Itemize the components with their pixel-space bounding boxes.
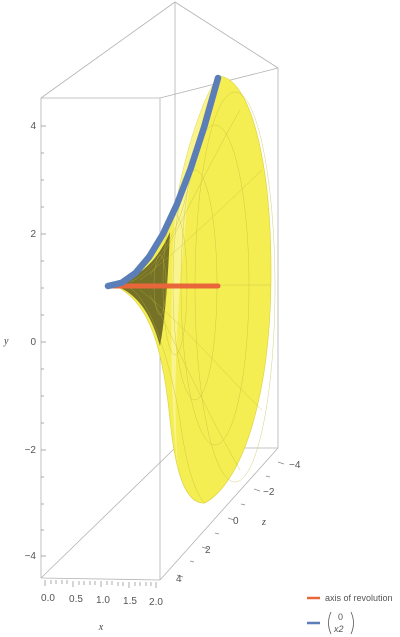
x-tick-label: 0.0	[41, 593, 55, 604]
y-axis-label: y	[3, 336, 9, 347]
y-tick-label: −2	[25, 445, 37, 456]
z-tick-label: 4	[176, 574, 182, 585]
y-tick-label: −4	[25, 551, 37, 562]
legend-label-curve: 0 x2	[328, 611, 354, 635]
z-tick-label: −4	[289, 460, 301, 471]
z-tick-label: 2	[205, 545, 211, 556]
z-axis-label: z	[261, 517, 266, 528]
parabola-curve	[104, 74, 222, 290]
z-tick-label: −2	[263, 487, 275, 498]
x-tick-label: 2.0	[149, 597, 163, 608]
legend-vector-bottom: x2	[333, 624, 344, 634]
legend-label-axis: axis of revolution	[325, 593, 393, 603]
x-tick-label: 0.5	[69, 594, 83, 605]
x-axis: 0.0 0.5 1.0 1.5 2.0 x	[41, 580, 163, 633]
y-tick-label: 0	[30, 337, 36, 348]
y-tick-label: 2	[30, 229, 36, 240]
z-axis: −4 −2 0 2 4 z	[176, 460, 301, 585]
z-tick-label: 0	[233, 516, 239, 527]
revolution-surface	[112, 75, 276, 504]
legend: axis of revolution 0 x2	[307, 593, 393, 635]
y-tick-label: 4	[30, 121, 36, 132]
x-tick-label: 1.0	[96, 595, 110, 606]
x-axis-label: x	[98, 622, 104, 633]
x-tick-label: 1.5	[123, 596, 137, 607]
series-layer	[104, 74, 222, 290]
y-axis: 4 2 0 −2 −4 y	[3, 121, 46, 562]
legend-vector-top: 0	[338, 612, 343, 622]
